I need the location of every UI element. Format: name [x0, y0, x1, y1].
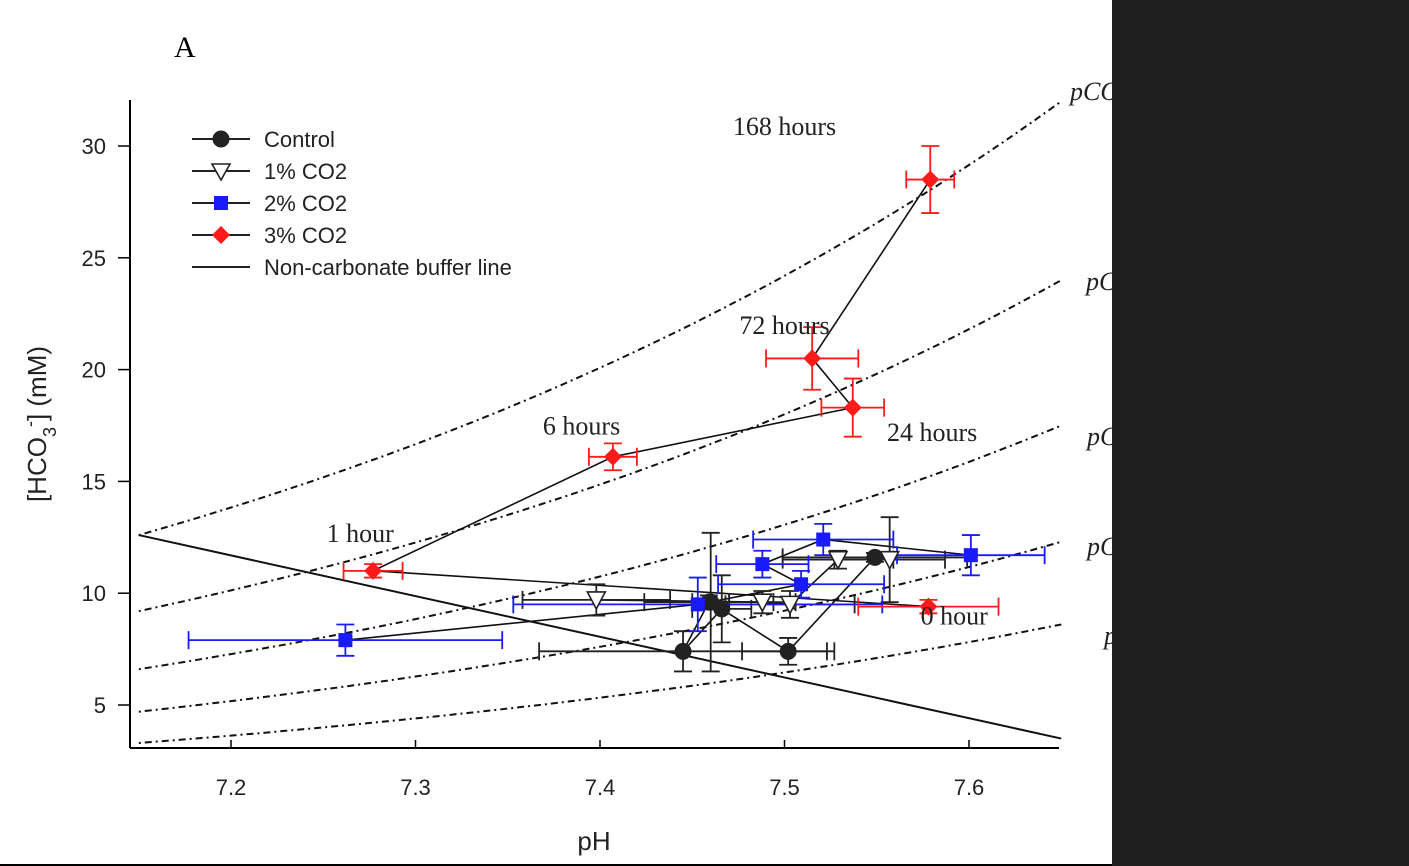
y-tick-label: 30 — [82, 134, 106, 159]
legend-label-control: Control — [264, 127, 335, 152]
y-axis-title: [HCO3-] (mM) — [20, 346, 60, 502]
isopleth-label: pCO — [1068, 77, 1119, 106]
buffer-line-layer — [138, 534, 1062, 740]
marker-control — [779, 642, 797, 660]
marker-co2-3 — [919, 597, 938, 616]
time-label: 6 hours — [543, 411, 620, 440]
y-tick-label: 5 — [94, 693, 106, 718]
time-labels: 168 hours 72 hours 6 hours 24 hours 1 hour 0 … — [327, 112, 989, 631]
x-tick-label: 7.2 — [216, 775, 247, 800]
buffer-line — [138, 534, 1062, 740]
x-ticks: 7.2 7.3 7.4 7.5 7.6 — [216, 740, 985, 800]
time-label: 1 hour — [327, 519, 395, 548]
legend-item-co2-1: 1% CO2 — [192, 159, 347, 184]
marker-co2-1 — [827, 550, 849, 571]
y-tick-label: 10 — [82, 581, 106, 606]
isopleth-line — [138, 623, 1062, 744]
legend-item-control: Control — [192, 127, 335, 152]
legend-label-co2-1: 1% CO2 — [264, 159, 347, 184]
connecting-line — [369, 179, 931, 608]
connecting-line — [345, 538, 971, 641]
time-label: 72 hours — [739, 311, 829, 340]
isopleth-line — [138, 424, 1062, 671]
marker-co2-3 — [603, 447, 622, 466]
x-tick-label: 7.6 — [954, 775, 985, 800]
marker-co2-1 — [585, 591, 607, 611]
connecting-line — [596, 558, 890, 606]
x-axis-title: pH — [577, 826, 610, 856]
bottom-border — [0, 864, 1112, 866]
marker-co2-2 — [963, 548, 978, 563]
marker-co2-2 — [755, 557, 770, 572]
legend-label-co2-3: 3% CO2 — [264, 223, 347, 248]
series-connecting-lines — [345, 179, 971, 653]
marker-control — [702, 593, 720, 611]
y-tick-label: 25 — [82, 246, 106, 271]
isopleth-line — [138, 100, 1062, 537]
legend: Control 1% CO2 2% CO2 3% CO2 Non-carbona… — [192, 127, 512, 280]
y-ticks: 5 10 15 20 25 30 — [82, 134, 130, 718]
marker-co2-2 — [690, 597, 705, 612]
legend-item-co2-3: 3% CO2 — [192, 223, 347, 248]
legend-label-buffer: Non-carbonate buffer line — [264, 255, 512, 280]
legend-item-buffer: Non-carbonate buffer line — [192, 255, 512, 280]
y-tick-label: 15 — [82, 469, 106, 494]
black-occluding-panel — [1112, 0, 1409, 866]
legend-item-co2-2: 2% CO2 — [192, 191, 347, 216]
marker-co2-2 — [338, 633, 353, 648]
marker-co2-1 — [879, 550, 900, 571]
isopleth-line — [138, 279, 1062, 613]
x-tick-label: 7.4 — [585, 775, 616, 800]
marker-co2-2 — [794, 577, 809, 592]
isopleth-label: pC — [1084, 267, 1117, 296]
marker-co2-3 — [803, 349, 822, 368]
marker-co2-1 — [752, 593, 773, 613]
time-label: 0 hour — [921, 602, 989, 631]
marker-co2-3 — [921, 170, 940, 189]
axes: 7.2 7.3 7.4 7.5 7.6 5 10 15 20 25 30 — [82, 100, 1059, 800]
time-label: 24 hours — [887, 418, 977, 447]
x-tick-label: 7.3 — [400, 775, 431, 800]
x-tick-label: 7.5 — [769, 775, 800, 800]
marker-co2-1 — [779, 595, 801, 616]
marker-control — [674, 642, 692, 660]
legend-label-co2-2: 2% CO2 — [264, 191, 347, 216]
data-markers — [338, 170, 978, 660]
marker-co2-2 — [816, 532, 831, 547]
panel-label: A — [174, 31, 196, 64]
marker-co2-3 — [843, 398, 862, 417]
y-tick-label: 20 — [82, 358, 106, 383]
time-label: 168 hours — [733, 112, 836, 141]
pco2-isopleths — [138, 100, 1062, 744]
marker-co2-3 — [364, 561, 383, 580]
isopleth-line — [138, 540, 1062, 713]
